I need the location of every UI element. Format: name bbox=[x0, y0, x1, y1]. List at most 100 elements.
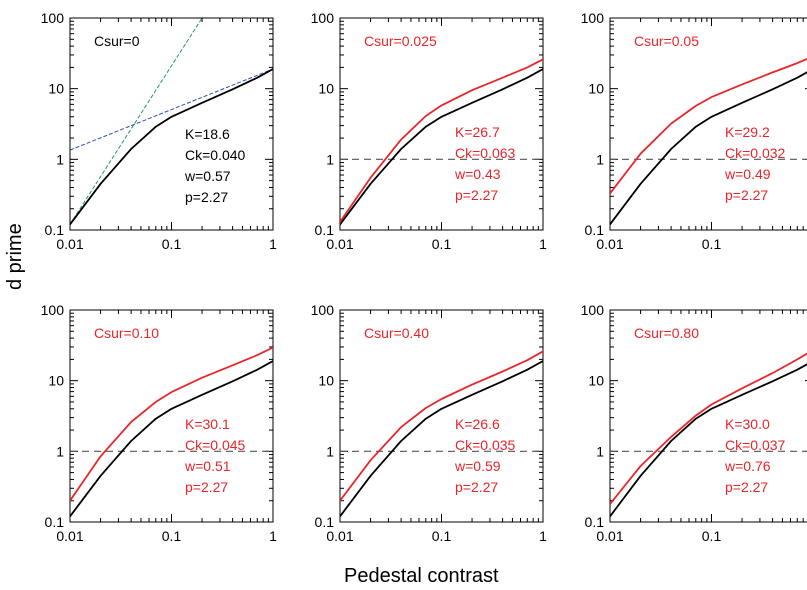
x-tick-label: 1 bbox=[269, 236, 277, 252]
y-tick-label: 10 bbox=[318, 81, 334, 97]
y-tick-label: 10 bbox=[48, 81, 64, 97]
y-tick-label: 1 bbox=[596, 151, 604, 167]
panel-2: 0.01 0.1 10.1110100Csur=0.025K=26.7Ck=0.06… bbox=[311, 10, 547, 252]
param-label: w=0.49 bbox=[724, 166, 771, 182]
x-tick-label: 0.1 bbox=[432, 236, 452, 252]
curve-black bbox=[340, 68, 543, 226]
param-label: p=2.27 bbox=[185, 479, 228, 495]
panel-6: 0.010.110.1110100Csur=0.80K=30.0Ck=0.037… bbox=[581, 302, 807, 544]
plot-frame bbox=[69, 309, 274, 523]
param-label: K=26.7 bbox=[455, 124, 500, 140]
x-tick-label: 1 bbox=[539, 236, 547, 252]
plot-area bbox=[340, 58, 543, 226]
x-tick-label: 0.01 bbox=[596, 528, 623, 544]
asymptote-green bbox=[70, 18, 203, 225]
x-tick-label: 0.1 bbox=[432, 528, 452, 544]
y-tick-label: 10 bbox=[588, 81, 604, 97]
param-label: p=2.27 bbox=[725, 187, 768, 203]
x-tick-label: 1 bbox=[539, 528, 547, 544]
curve-red bbox=[610, 58, 807, 194]
param-label: w=0.51 bbox=[184, 458, 231, 474]
param-label: K=30.1 bbox=[185, 416, 230, 432]
param-label: p=2.27 bbox=[455, 187, 498, 203]
y-tick-label: 100 bbox=[311, 10, 335, 26]
curve-black bbox=[70, 360, 273, 517]
y-tick-label: 1 bbox=[326, 151, 334, 167]
param-label: Ck=0.063 bbox=[455, 145, 516, 161]
param-label: p=2.27 bbox=[725, 479, 768, 495]
csur-label: Csur=0.10 bbox=[94, 325, 159, 341]
panel-3: 0.010.110.1110100Csur=0.05K=29.2Ck=0.032… bbox=[581, 10, 807, 252]
y-tick-label: 0.1 bbox=[45, 514, 65, 530]
curve-black bbox=[610, 363, 807, 517]
y-tick-label: 10 bbox=[48, 373, 64, 389]
x-axis-label: Pedestal contrast bbox=[344, 565, 499, 587]
curve-red bbox=[70, 346, 273, 502]
plot-area bbox=[610, 58, 807, 225]
x-tick-label: 0.01 bbox=[56, 528, 83, 544]
y-axis-label: d prime bbox=[4, 223, 26, 290]
y-tick-label: 0.1 bbox=[315, 222, 335, 238]
param-label: Ck=0.032 bbox=[725, 145, 786, 161]
asymptote-blue bbox=[70, 68, 273, 151]
csur-label: Csur=0.40 bbox=[364, 325, 429, 341]
panel-4: 0.01 0.1 10.1110100Csur=0.10K=30.1Ck=0.045… bbox=[41, 302, 277, 544]
y-tick-label: 0.1 bbox=[315, 514, 335, 530]
y-tick-label: 10 bbox=[588, 373, 604, 389]
plot-frame bbox=[339, 309, 544, 523]
curve-black bbox=[610, 71, 807, 225]
csur-label: Csur=0.05 bbox=[634, 33, 699, 49]
param-label: p=2.27 bbox=[185, 189, 228, 205]
curve-red bbox=[340, 58, 543, 224]
plot-frame bbox=[609, 309, 807, 523]
y-tick-label: 1 bbox=[56, 443, 64, 459]
y-tick-label: 1 bbox=[596, 443, 604, 459]
param-label: w=0.43 bbox=[454, 166, 501, 182]
plot-frame bbox=[69, 17, 274, 231]
param-label: p=2.27 bbox=[455, 479, 498, 495]
x-tick-label: 1 bbox=[269, 528, 277, 544]
y-tick-label: 100 bbox=[581, 302, 605, 318]
panel-1: 0.01 0.1 10.1110100Csur=0K=18.6Ck=0.040w=0… bbox=[41, 10, 277, 252]
y-tick-label: 1 bbox=[56, 151, 64, 167]
plot-area bbox=[340, 350, 543, 517]
plot-frame bbox=[339, 17, 544, 231]
y-tick-label: 100 bbox=[581, 10, 605, 26]
panel-5: 0.01 0.1 10.1110100Csur=0.40K=26.6Ck=0.035… bbox=[311, 302, 547, 544]
curve-black bbox=[70, 68, 273, 225]
x-tick-label: 0.01 bbox=[596, 236, 623, 252]
x-tick-label: 0.01 bbox=[326, 528, 353, 544]
plot-area bbox=[70, 346, 273, 517]
param-label: K=18.6 bbox=[185, 126, 230, 142]
x-tick-label: 0.1 bbox=[702, 236, 722, 252]
param-label: w=0.59 bbox=[454, 458, 501, 474]
x-tick-label: 0.1 bbox=[702, 528, 722, 544]
x-tick-label: 0.1 bbox=[162, 236, 182, 252]
curve-black bbox=[340, 360, 543, 517]
y-tick-label: 10 bbox=[318, 373, 334, 389]
param-label: K=30.0 bbox=[725, 416, 770, 432]
y-tick-label: 100 bbox=[41, 302, 65, 318]
y-tick-label: 0.1 bbox=[585, 222, 605, 238]
csur-label: Csur=0 bbox=[94, 33, 140, 49]
y-tick-label: 0.1 bbox=[585, 514, 605, 530]
y-tick-label: 100 bbox=[41, 10, 65, 26]
param-label: Ck=0.045 bbox=[185, 437, 246, 453]
csur-label: Csur=0.025 bbox=[364, 33, 437, 49]
curve-red bbox=[610, 352, 807, 505]
param-label: K=29.2 bbox=[725, 124, 770, 140]
plot-frame bbox=[609, 17, 807, 231]
param-label: w=0.76 bbox=[724, 458, 771, 474]
param-label: K=26.6 bbox=[455, 416, 500, 432]
param-label: w=0.57 bbox=[184, 168, 231, 184]
param-label: Ck=0.040 bbox=[185, 147, 246, 163]
y-tick-label: 100 bbox=[311, 302, 335, 318]
curve-red bbox=[340, 350, 543, 502]
y-tick-label: 0.1 bbox=[45, 222, 65, 238]
csur-label: Csur=0.80 bbox=[634, 325, 699, 341]
param-label: Ck=0.037 bbox=[725, 437, 786, 453]
param-label: Ck=0.035 bbox=[455, 437, 516, 453]
plot-area bbox=[610, 352, 807, 517]
x-tick-label: 0.01 bbox=[56, 236, 83, 252]
